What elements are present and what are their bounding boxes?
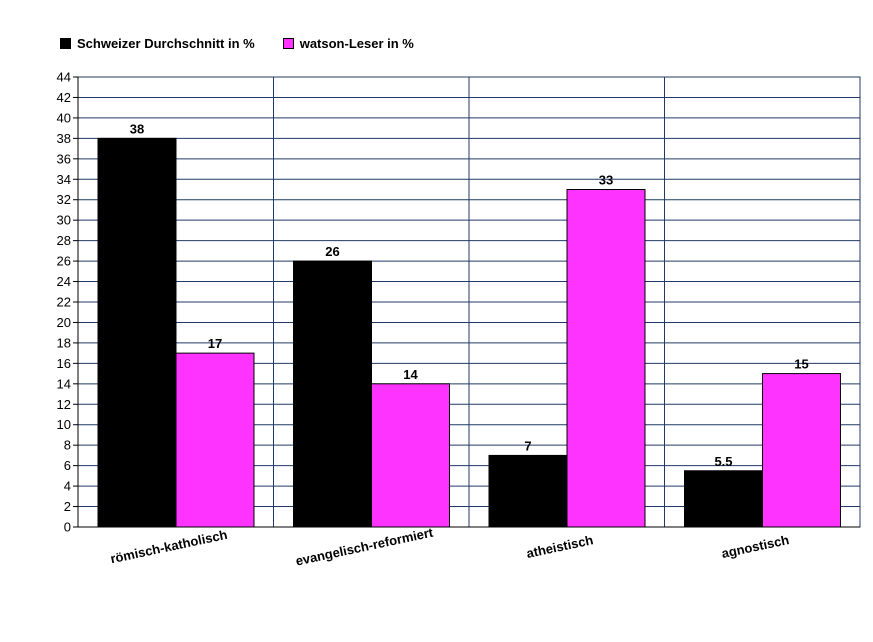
y-tick-label: 4: [64, 479, 71, 494]
bar: [97, 137, 177, 528]
y-tick-label: 18: [57, 335, 71, 350]
legend-item-series-1: Schweizer Durchschnitt in %: [60, 36, 255, 51]
bar: [762, 373, 841, 528]
y-tick-label: 30: [57, 213, 71, 228]
y-tick-label: 40: [57, 110, 71, 125]
chart-legend: Schweizer Durchschnitt in % watson-Leser…: [60, 36, 442, 51]
legend-swatch-series-1: [60, 38, 71, 49]
data-label: 15: [794, 357, 808, 372]
y-tick-label: 32: [57, 192, 71, 207]
category-label: agnostisch: [720, 532, 790, 561]
category-label: evangelisch-reformiert: [294, 525, 435, 569]
data-label: 7: [524, 438, 531, 453]
y-tick-label: 38: [57, 131, 71, 146]
y-tick-label: 10: [57, 417, 71, 432]
bar: [175, 352, 255, 528]
data-label: 17: [208, 336, 222, 351]
y-tick-label: 12: [57, 397, 71, 412]
data-label: 33: [599, 173, 613, 188]
legend-swatch-series-2: [282, 38, 294, 49]
y-tick-label: 0: [64, 520, 71, 535]
y-tick-label: 2: [64, 499, 71, 514]
data-label: 26: [325, 244, 339, 259]
category-label: römisch-katholisch: [109, 527, 229, 566]
y-tick-label: 26: [57, 254, 71, 269]
bar: [293, 260, 372, 528]
y-tick-label: 20: [57, 315, 71, 330]
legend-label-series-1: Schweizer Durchschnitt in %: [77, 36, 255, 51]
y-tick-label: 6: [64, 458, 71, 473]
y-tick-label: 34: [57, 172, 71, 187]
bar: [684, 470, 763, 528]
y-tick-label: 14: [57, 376, 71, 391]
data-label: 5.5: [714, 454, 732, 469]
legend-item-series-2: watson-Leser in %: [282, 36, 414, 51]
bar: [566, 189, 646, 528]
data-label: 38: [130, 121, 144, 136]
bar: [371, 383, 450, 528]
data-label: 14: [403, 367, 418, 382]
y-tick-label: 16: [57, 356, 71, 371]
category-label: atheistisch: [525, 532, 595, 561]
y-tick-label: 42: [57, 90, 71, 105]
y-tick-label: 44: [57, 70, 71, 85]
y-tick-label: 8: [64, 438, 71, 453]
bar: [488, 454, 568, 528]
y-tick-label: 28: [57, 233, 71, 248]
y-tick-label: 24: [57, 274, 71, 289]
y-tick-label: 22: [57, 295, 71, 310]
legend-label-series-2: watson-Leser in %: [299, 36, 414, 51]
y-tick-label: 36: [57, 151, 71, 166]
